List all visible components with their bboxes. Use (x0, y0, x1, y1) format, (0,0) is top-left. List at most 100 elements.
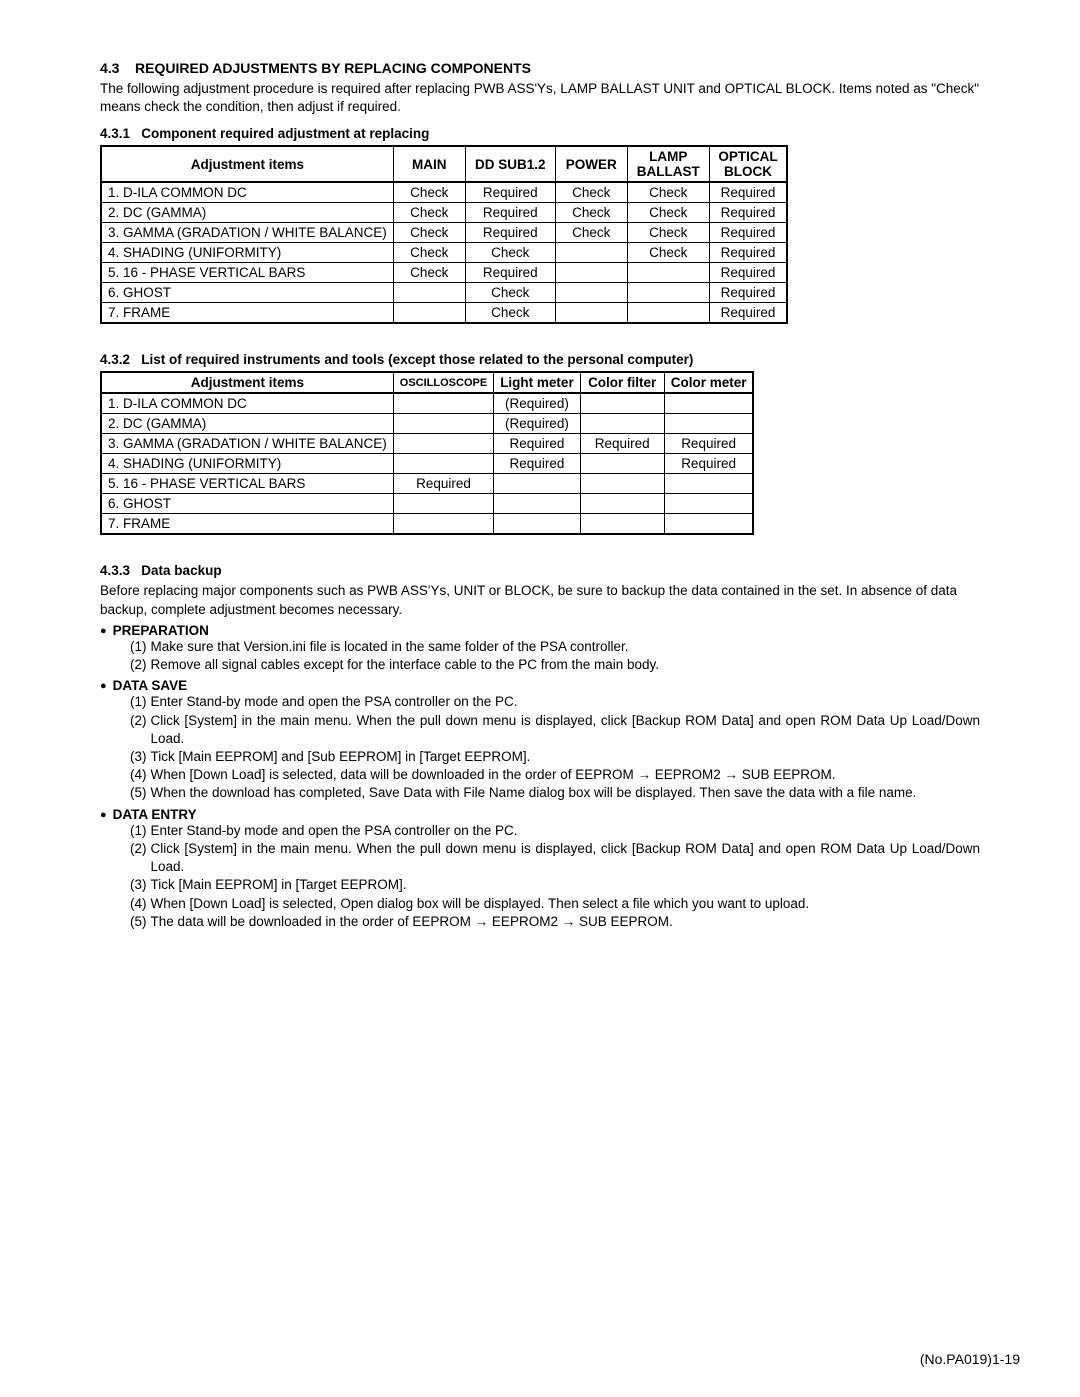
table-cell (664, 514, 753, 535)
list-item-text: Make sure that Version.ini file is locat… (151, 638, 981, 656)
page-number: (No.PA019)1-19 (920, 1351, 1020, 1367)
procedure-groups: PREPARATION(1)Make sure that Version.ini… (100, 623, 980, 931)
list-item: (4)When [Down Load] is selected, data wi… (130, 766, 980, 784)
list-item-text: Remove all signal cables except for the … (151, 656, 981, 674)
list-item-number: (5) (130, 913, 151, 931)
table-cell (494, 514, 581, 535)
table-cell: Required (494, 434, 581, 454)
list-item-number: (1) (130, 638, 151, 656)
table-cell (627, 283, 709, 303)
table-cell: Required (709, 263, 787, 283)
table-cell: Required (664, 454, 753, 474)
section-num: 4.3 (100, 60, 119, 76)
table-cell: Required (494, 454, 581, 474)
table-cell: Check (465, 303, 555, 324)
sub3-intro: Before replacing major components such a… (100, 582, 980, 618)
table-cell: (Required) (494, 414, 581, 434)
table-cell: Check (393, 203, 465, 223)
table-cell: Check (393, 223, 465, 243)
table-cell: 2. DC (GAMMA) (101, 414, 393, 434)
table-cell: Check (627, 223, 709, 243)
list-item-number: (2) (130, 712, 151, 748)
list-item: (3)Tick [Main EEPROM] and [Sub EEPROM] i… (130, 748, 980, 766)
table-cell: Check (465, 283, 555, 303)
table-cell (393, 434, 493, 454)
list-item-text: Tick [Main EEPROM] and [Sub EEPROM] in [… (151, 748, 981, 766)
table-cell (580, 454, 664, 474)
table-row: 3. GAMMA (GRADATION / WHITE BALANCE)Chec… (101, 223, 787, 243)
list-item-number: (4) (130, 895, 151, 913)
list-item-text: When [Down Load] is selected, Open dialo… (151, 895, 981, 913)
table-header: OSCILLOSCOPE (393, 372, 493, 393)
table-cell: 4. SHADING (UNIFORMITY) (101, 243, 393, 263)
table-header: Color meter (664, 372, 753, 393)
table-cell: Required (465, 182, 555, 203)
table-cell: Required (664, 434, 753, 454)
table-row: 4. SHADING (UNIFORMITY)CheckCheckCheckRe… (101, 243, 787, 263)
table-cell (664, 494, 753, 514)
list-item-text: Tick [Main EEPROM] in [Target EEPROM]. (151, 876, 981, 894)
table-cell: Required (709, 303, 787, 324)
list-item: (1)Enter Stand-by mode and open the PSA … (130, 822, 980, 840)
table-cell: Check (555, 182, 627, 203)
table-cell: 7. FRAME (101, 303, 393, 324)
table-cell: Required (393, 474, 493, 494)
table-cell: 5. 16 - PHASE VERTICAL BARS (101, 474, 393, 494)
table-cell: Required (709, 182, 787, 203)
table-cell: 1. D-ILA COMMON DC (101, 182, 393, 203)
list-item: (2)Remove all signal cables except for t… (130, 656, 980, 674)
list-item-text: Enter Stand-by mode and open the PSA con… (151, 693, 981, 711)
procedure-heading: PREPARATION (100, 623, 980, 638)
table-header: LAMPBALLAST (627, 146, 709, 182)
section-intro: The following adjustment procedure is re… (100, 80, 980, 116)
table-cell (555, 263, 627, 283)
list-item-number: (5) (130, 784, 151, 802)
list-item-text: The data will be downloaded in the order… (151, 913, 981, 931)
table-cell: (Required) (494, 393, 581, 414)
sub3-num: 4.3.3 (100, 563, 130, 578)
sub1-num: 4.3.1 (100, 126, 130, 141)
table-header: Adjustment items (101, 146, 393, 182)
table-cell (393, 393, 493, 414)
table-cell: Required (709, 203, 787, 223)
sub2-heading: 4.3.2 List of required instruments and t… (100, 352, 980, 367)
table-cell (393, 454, 493, 474)
sub3-heading: 4.3.3 Data backup (100, 563, 980, 578)
list-item-number: (1) (130, 693, 151, 711)
sub1-title: Component required adjustment at replaci… (141, 126, 429, 141)
list-item: (3)Tick [Main EEPROM] in [Target EEPROM]… (130, 876, 980, 894)
list-item: (5)The data will be downloaded in the or… (130, 913, 980, 931)
table-cell (580, 414, 664, 434)
procedure-heading: DATA ENTRY (100, 807, 980, 822)
table-cell: Required (709, 283, 787, 303)
sub1-heading: 4.3.1 Component required adjustment at r… (100, 126, 980, 141)
list-item: (1)Make sure that Version.ini file is lo… (130, 638, 980, 656)
section-heading: 4.3 REQUIRED ADJUSTMENTS BY REPLACING CO… (100, 60, 980, 76)
table-cell: Required (580, 434, 664, 454)
table-cell (580, 393, 664, 414)
table-cell: Check (627, 203, 709, 223)
table-cell (494, 494, 581, 514)
list-item-number: (3) (130, 876, 151, 894)
procedure-list: (1)Make sure that Version.ini file is lo… (100, 638, 980, 674)
procedure-list: (1)Enter Stand-by mode and open the PSA … (100, 822, 980, 931)
table-cell (580, 494, 664, 514)
procedure-heading: DATA SAVE (100, 678, 980, 693)
table-cell: Required (465, 203, 555, 223)
table-cell (393, 514, 493, 535)
table-cell: Check (393, 263, 465, 283)
table-cell: 1. D-ILA COMMON DC (101, 393, 393, 414)
list-item-text: When [Down Load] is selected, data will … (151, 766, 981, 784)
table-cell: Check (393, 243, 465, 263)
table-cell: Required (465, 223, 555, 243)
table-row: 6. GHOSTCheckRequired (101, 283, 787, 303)
table-cell (664, 414, 753, 434)
table-row: 3. GAMMA (GRADATION / WHITE BALANCE)Requ… (101, 434, 753, 454)
table-cell (580, 474, 664, 494)
table-header: Adjustment items (101, 372, 393, 393)
list-item-text: Enter Stand-by mode and open the PSA con… (151, 822, 981, 840)
sub2-title: List of required instruments and tools (… (141, 352, 693, 367)
table-cell: Check (627, 243, 709, 263)
sub3-title: Data backup (141, 563, 221, 578)
table-cell (555, 243, 627, 263)
